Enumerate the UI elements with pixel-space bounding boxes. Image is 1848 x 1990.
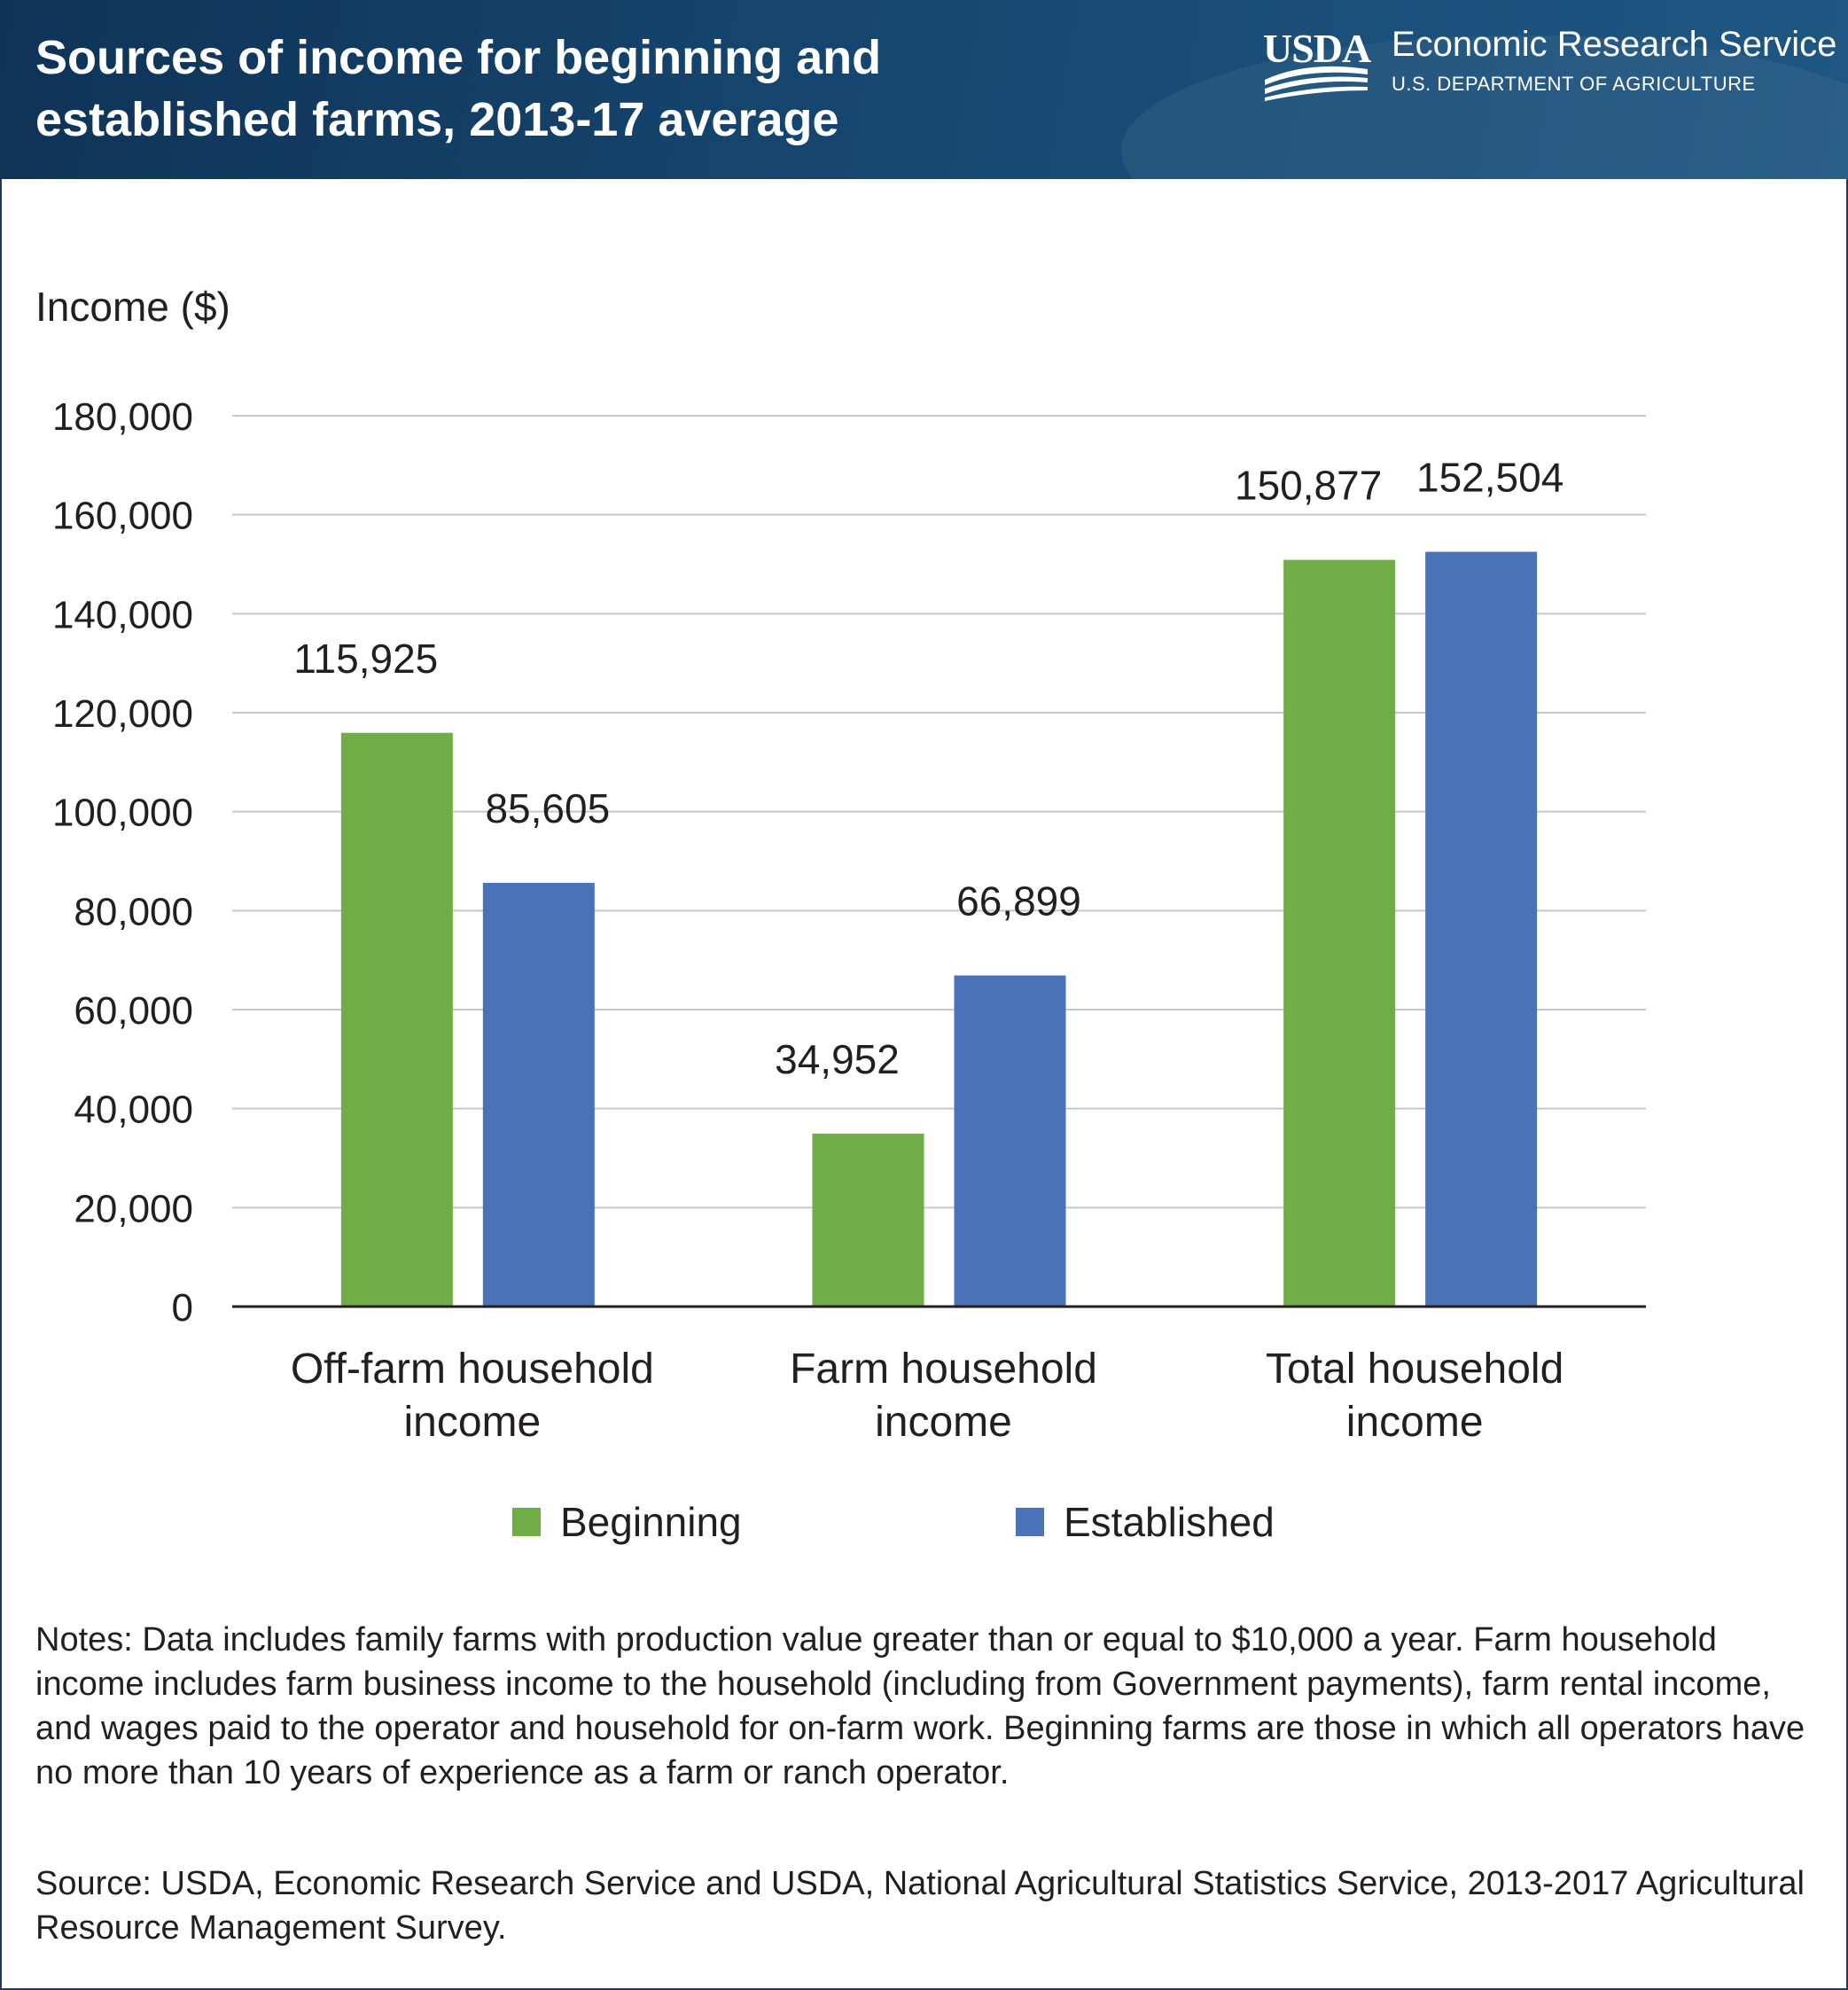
data-label: 150,877 [1235,463,1382,509]
title-line-2: established farms, 2013-17 average [35,93,839,146]
usda-ers-logo: USDA Economic Research Service U.S. DEPA… [1263,25,1836,113]
bar-beginning [340,732,453,1307]
x-tick-label: income [403,1399,541,1446]
usda-hills-icon [1265,66,1368,101]
x-tick-label: Farm household [790,1346,1097,1393]
y-tick-label: 140,000 [52,593,193,636]
x-tick-label: income [875,1399,1012,1446]
chart-source: Source: USDA, Economic Research Service … [35,1865,1805,1947]
y-tick-label: 180,000 [52,395,193,439]
data-label: 85,605 [485,785,610,831]
legend-label-established: Established [1064,1499,1275,1545]
legend-swatch-beginning [512,1508,541,1536]
bar-established [954,975,1066,1307]
y-axis-title: Income ($) [35,284,230,330]
legend-swatch-established [1016,1508,1044,1536]
chart-notes: Notes: Data includes family farms with p… [35,1621,1805,1791]
bar-established [482,883,595,1307]
y-tick-label: 160,000 [52,495,193,538]
y-tick-label: 100,000 [52,792,193,835]
bar-established [1425,551,1538,1307]
y-tick-label: 20,000 [74,1187,193,1230]
y-tick-label: 0 [172,1286,193,1330]
usda-logo-text: USDA [1263,26,1371,71]
title-line-1: Sources of income for beginning and [35,31,882,84]
legend: Beginning Established [0,1498,1848,1545]
y-tick-label: 80,000 [74,890,193,933]
bar-beginning [812,1133,924,1307]
data-label: 115,925 [293,636,438,682]
department-name: U.S. DEPARTMENT OF AGRICULTURE [1392,73,1756,95]
bar-beginning [1283,559,1396,1307]
legend-item-beginning: Beginning [512,1498,742,1546]
data-label: 152,504 [1416,455,1563,501]
data-label: 34,952 [775,1036,900,1082]
agency-name: Economic Research Service [1392,25,1837,64]
y-tick-label: 60,000 [74,989,193,1033]
chart-title: Sources of income for beginning and esta… [35,27,1188,151]
data-label: 66,899 [956,878,1081,924]
y-tick-label: 40,000 [74,1089,193,1132]
header-banner: Sources of income for beginning and esta… [0,0,1848,179]
x-tick-label: income [1346,1399,1484,1446]
x-tick-label: Total household [1266,1346,1563,1393]
y-tick-label: 120,000 [52,692,193,736]
legend-item-established: Established [1016,1498,1275,1546]
bar-chart: Income ($) 0 20,000 40,000 60,000 80,000 100,0… [35,284,1646,1446]
usda-logo-mark: USDA [1263,25,1371,105]
x-tick-label: Off-farm household [291,1346,654,1393]
legend-label-beginning: Beginning [560,1499,742,1545]
